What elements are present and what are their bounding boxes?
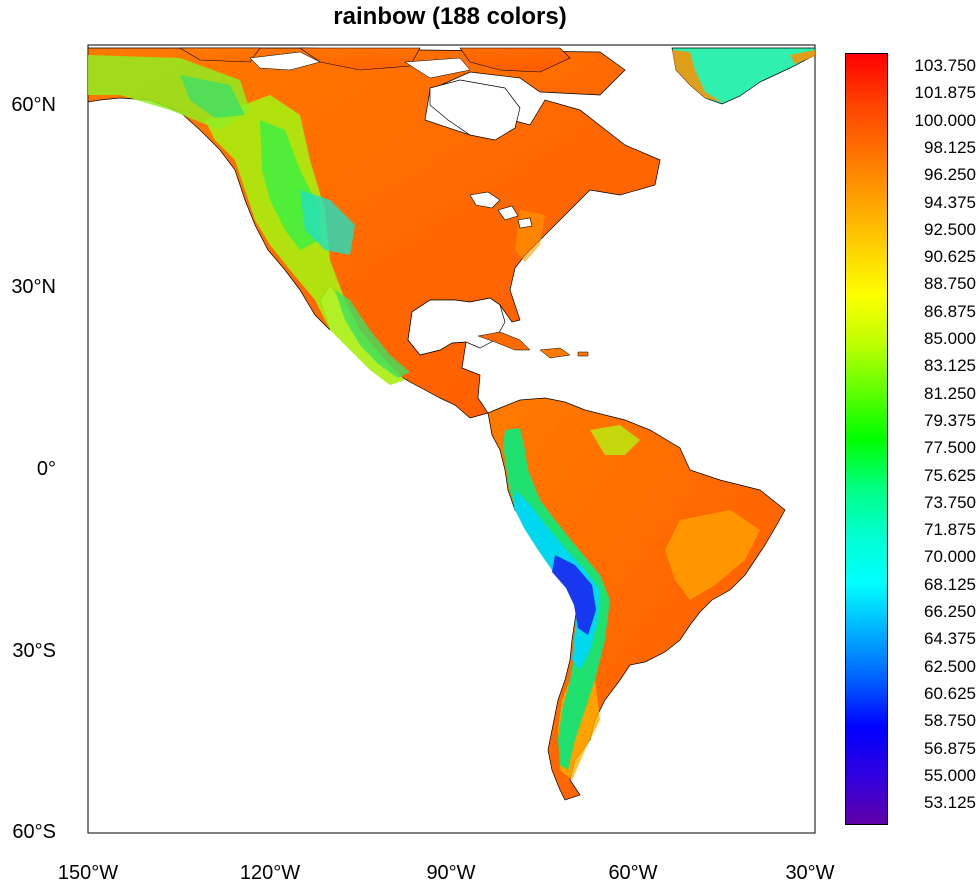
great-lakes (469, 191, 533, 229)
lat-label-60s: 60°S (12, 821, 56, 843)
colorbar-tick-label: 98.125 (924, 137, 976, 157)
colorbar-tick-label: 68.125 (924, 574, 976, 594)
colorbar-tick-label: 60.625 (924, 683, 976, 703)
colorbar-tick-label: 62.500 (924, 656, 976, 676)
greenland-coast (672, 50, 815, 102)
lon-label-90w: 90°W (426, 862, 476, 884)
colorbar-tick-label: 85.000 (924, 329, 976, 348)
colorbar-tick-label: 90.625 (924, 247, 976, 267)
colorbar-tick-label: 73.750 (924, 492, 976, 512)
colorbar-tick-label: 66.250 (924, 602, 976, 621)
colorbar-tick-label: 75.625 (924, 465, 976, 485)
hudson-bay (429, 79, 521, 141)
lat-label-60n: 60°N (11, 94, 56, 116)
lon-label-120w: 120°W (239, 862, 301, 884)
brazilian-highlands (665, 510, 760, 600)
colorbar-tick-label: 86.875 (924, 301, 976, 321)
colorbar-tick-label: 58.750 (924, 711, 976, 731)
guiana-highlands (590, 425, 640, 455)
lat-label-0: 0° (36, 458, 56, 480)
colorado-plateau (300, 190, 355, 255)
colorbar-tick-label: 88.750 (924, 274, 976, 294)
arctic-islands (178, 47, 571, 73)
colorbar-tick-label: 56.875 (924, 738, 976, 758)
lat-label-30n: 30°N (11, 276, 56, 298)
chart-title: rainbow (188 colors) (333, 3, 567, 30)
alaska-highlands (180, 75, 245, 118)
colorbar-tick-label: 64.375 (924, 629, 976, 649)
puerto-rico (577, 351, 589, 357)
colorbar-tick-label: 83.125 (924, 356, 976, 376)
colorbar-tick-label: 77.500 (924, 438, 976, 458)
lon-label-30w: 30°W (785, 862, 835, 884)
colorbar-tick-label: 92.500 (924, 219, 976, 239)
hispaniola (539, 347, 571, 359)
colorbar (845, 53, 888, 825)
colorbar-tick-label: 53.125 (924, 793, 976, 813)
altiplano (552, 555, 596, 635)
mexican-highlands (335, 290, 410, 378)
colorbar-tick-label: 70.000 (924, 547, 976, 567)
lon-label-60w: 60°W (608, 862, 658, 884)
lat-label-30s: 30°S (12, 640, 56, 662)
colorbar-tick-label: 81.250 (924, 383, 976, 403)
colorbar-tick-label: 79.375 (924, 410, 976, 430)
colorbar-tick-label: 71.875 (924, 520, 976, 540)
colorbar-tick-label: 100.000 (914, 110, 976, 130)
lon-label-150w: 150°W (57, 862, 119, 884)
colorbar-tick-label: 94.375 (924, 192, 976, 212)
colorbar-tick-label: 96.250 (924, 165, 976, 185)
colorbar-tick-label: 101.875 (914, 83, 976, 103)
colorbar-tick-label: 55.000 (924, 765, 976, 785)
cuba (477, 331, 531, 351)
arctic-inlets (249, 51, 471, 79)
colorbar-tick-label: 103.750 (914, 56, 976, 75)
